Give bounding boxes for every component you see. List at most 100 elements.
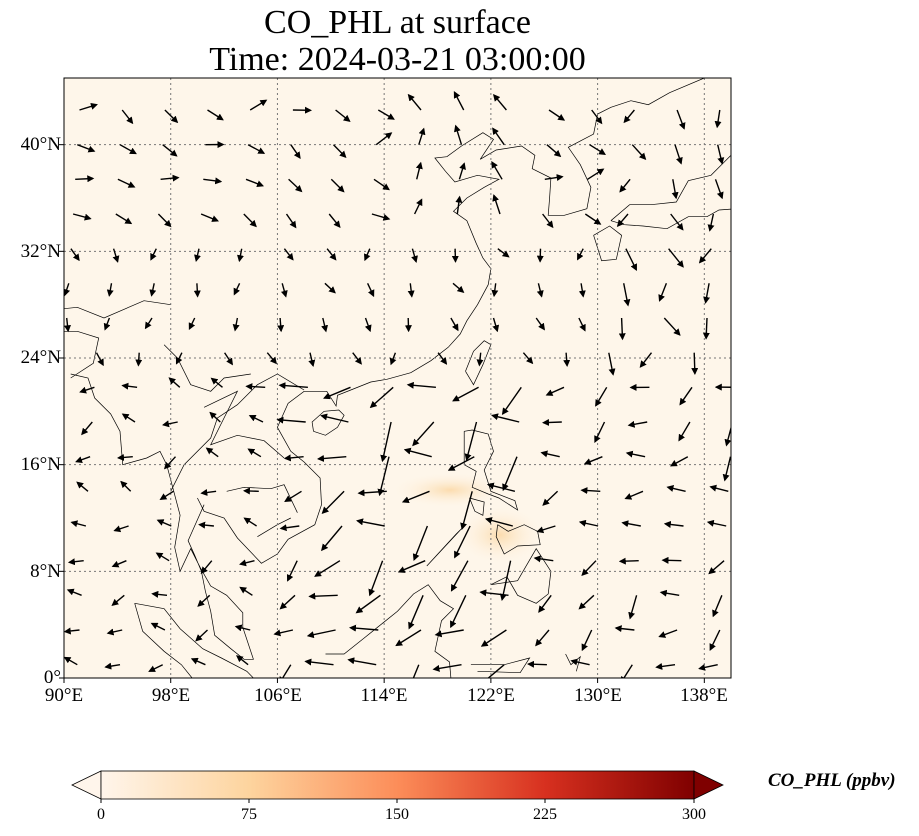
wind-arrow bbox=[540, 450, 560, 458]
coastline bbox=[490, 548, 552, 604]
wind-arrow bbox=[412, 664, 420, 678]
wind-arrow bbox=[67, 558, 84, 566]
map-content bbox=[64, 78, 731, 678]
wind-arrow bbox=[480, 664, 505, 678]
wind-arrow bbox=[702, 317, 710, 340]
lat-tick-16n: 16°N bbox=[20, 454, 61, 475]
wind-arrow bbox=[70, 520, 87, 528]
wind-arrow bbox=[175, 352, 183, 365]
wind-arrow bbox=[406, 381, 436, 389]
wind-arrow bbox=[111, 560, 127, 568]
wind-arrow bbox=[707, 213, 715, 232]
wind-arrow bbox=[64, 317, 71, 333]
wind-arrow bbox=[659, 589, 680, 597]
wind-arrow bbox=[375, 132, 393, 146]
wind-arrow bbox=[587, 168, 605, 180]
wind-arrow bbox=[279, 594, 296, 610]
wind-arrow bbox=[148, 664, 164, 672]
wind-arrow bbox=[616, 213, 629, 227]
wind-arrow bbox=[119, 144, 137, 155]
wind-arrow bbox=[658, 629, 678, 638]
wind-arrow bbox=[75, 175, 95, 183]
wind-arrow bbox=[542, 490, 559, 506]
wind-arrow bbox=[190, 657, 206, 666]
wind-arrow bbox=[408, 595, 424, 630]
wind-arrow bbox=[198, 521, 214, 529]
wind-arrow bbox=[724, 425, 731, 447]
wind-arrow bbox=[314, 560, 341, 577]
colorbar-tickmarks bbox=[100, 799, 695, 803]
wind-arrow bbox=[533, 555, 554, 563]
wind-arrow bbox=[658, 283, 668, 302]
wind-arrow bbox=[247, 144, 266, 154]
wind-arrow bbox=[308, 592, 338, 600]
wind-arrow bbox=[155, 552, 170, 562]
wind-arrow bbox=[328, 213, 341, 228]
wind-arrow bbox=[437, 352, 448, 365]
wind-arrow bbox=[625, 450, 646, 458]
wind-arrow bbox=[243, 213, 257, 228]
wind-arrow bbox=[501, 386, 522, 416]
lat-tick-40n: 40°N bbox=[20, 134, 61, 155]
lat-tick-0: 0° bbox=[43, 667, 61, 688]
wind-arrow bbox=[458, 162, 466, 180]
wind-arrow bbox=[330, 178, 345, 193]
wind-arrow bbox=[320, 413, 349, 423]
coastline bbox=[70, 373, 254, 660]
wind-arrow bbox=[117, 178, 136, 188]
wind-arrow bbox=[113, 525, 129, 533]
wind-arrow bbox=[112, 248, 120, 263]
wind-arrow bbox=[150, 248, 157, 261]
coastline bbox=[226, 484, 298, 513]
wind-arrow bbox=[77, 144, 96, 153]
wind-arrow bbox=[671, 179, 679, 200]
wind-arrow bbox=[527, 660, 547, 668]
wind-arrow bbox=[323, 386, 351, 400]
wind-arrow bbox=[717, 144, 725, 165]
wind-arrow bbox=[111, 594, 125, 606]
wind-arrow bbox=[248, 414, 264, 423]
wind-arrow bbox=[64, 656, 78, 666]
wind-arrow bbox=[117, 453, 133, 461]
wind-arrow bbox=[285, 213, 297, 229]
colorbar-gradient bbox=[100, 770, 695, 800]
wind-arrow bbox=[452, 386, 479, 402]
wind-arrow bbox=[578, 594, 595, 610]
wind-arrow bbox=[279, 524, 300, 532]
wind-arrow bbox=[452, 282, 465, 294]
wind-arrow bbox=[355, 594, 381, 614]
wind-arrow bbox=[722, 456, 731, 482]
wind-arrow bbox=[273, 629, 294, 637]
wind-arrow bbox=[631, 144, 647, 161]
wind-arrow bbox=[412, 421, 435, 447]
wind-arrow bbox=[535, 629, 550, 647]
wind-arrow bbox=[335, 109, 351, 122]
wind-arrow bbox=[397, 560, 426, 573]
wind-arrow bbox=[493, 94, 507, 111]
wind-arrow bbox=[194, 248, 201, 262]
wind-arrow bbox=[542, 418, 562, 426]
wind-arrow bbox=[144, 317, 153, 330]
wind-arrow bbox=[703, 283, 711, 304]
wind-arrow bbox=[492, 317, 500, 333]
coastline bbox=[463, 429, 519, 511]
wind-arrow bbox=[581, 560, 597, 577]
wind-arrow bbox=[249, 99, 268, 111]
wind-arrow bbox=[676, 109, 686, 130]
wind-arrow bbox=[243, 517, 257, 527]
wind-arrow bbox=[104, 662, 121, 670]
wind-arrow bbox=[661, 556, 682, 564]
wind-arrow bbox=[434, 629, 464, 638]
wind-arrow bbox=[283, 248, 294, 261]
wind-arrow bbox=[706, 519, 727, 527]
wind-arrow bbox=[484, 517, 513, 527]
wind-arrow bbox=[432, 664, 462, 672]
wind-arrow bbox=[239, 559, 255, 567]
colorbar-tick-0: 0 bbox=[97, 806, 105, 823]
wind-arrow bbox=[583, 456, 603, 465]
wind-arrow bbox=[164, 109, 179, 124]
wind-arrow bbox=[621, 520, 641, 528]
wind-arrow bbox=[412, 525, 429, 562]
